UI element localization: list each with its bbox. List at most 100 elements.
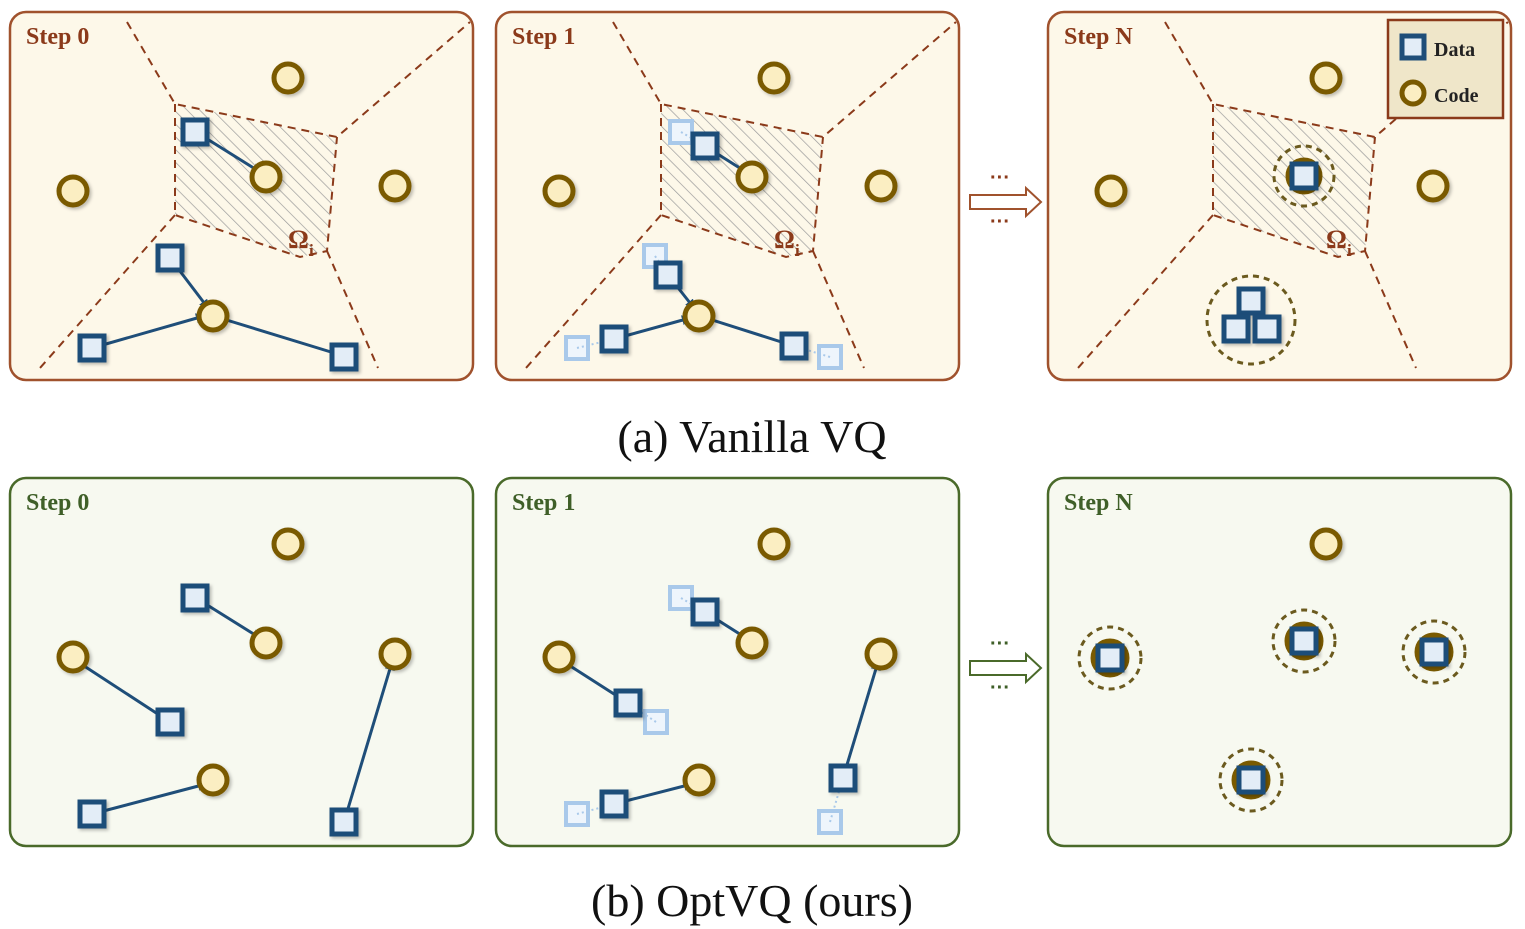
circle-code-icon <box>56 174 90 208</box>
circle-code-icon <box>542 640 576 674</box>
square-data-icon <box>779 331 809 361</box>
double-arrow-icon: ··· ··· <box>969 633 1043 699</box>
circle-code-icon <box>735 626 769 660</box>
square-data-icon <box>828 763 858 793</box>
square-data-icon <box>329 807 359 837</box>
svg-text:···: ··· <box>990 211 1010 233</box>
circle-code-icon <box>757 527 791 561</box>
svg-text:Ω: Ω <box>774 225 795 254</box>
step-label: Step N <box>1064 490 1133 516</box>
circle-code-icon <box>196 763 230 797</box>
square-data-icon <box>1419 637 1449 667</box>
circle-code-icon <box>682 763 716 797</box>
step-label: Step 1 <box>512 490 575 516</box>
svg-text:i: i <box>795 241 800 260</box>
step-label: Step 1 <box>512 24 575 50</box>
circle-code-icon <box>682 299 716 333</box>
square-data-icon <box>1252 314 1282 344</box>
double-arrow-icon: ··· ··· <box>969 167 1043 233</box>
circle-code-icon <box>1094 174 1128 208</box>
circle-code-icon <box>1416 169 1450 203</box>
optvq-stepN-panel: Step N <box>1046 476 1513 848</box>
legend-data-label: Data <box>1434 39 1475 61</box>
optvq-step0-panel: Step 0 <box>8 476 475 848</box>
vanilla-step0-panel: Step 0 Ω i <box>8 10 475 382</box>
caption-vanilla: (a) Vanilla VQ <box>617 411 886 462</box>
square-data-icon <box>599 324 629 354</box>
svg-text:···: ··· <box>990 167 1010 189</box>
code-circles <box>56 61 412 333</box>
voronoi-boundaries <box>525 21 957 369</box>
circle-code-icon <box>56 640 90 674</box>
circle-code-icon <box>757 61 791 95</box>
circle-code-icon <box>1309 61 1343 95</box>
square-data-icon <box>1095 643 1125 673</box>
svg-text:Ω: Ω <box>288 225 309 254</box>
square-data-icon <box>690 131 720 161</box>
circle-code-icon <box>378 637 412 671</box>
caption-optvq: (b) OptVQ (ours) <box>591 875 913 926</box>
square-data-icon <box>1236 765 1266 795</box>
step-label: Step 0 <box>26 490 89 516</box>
circle-code-icon <box>864 637 898 671</box>
vanilla-stepN-panel: Step N Ω i <box>1046 10 1513 382</box>
square-data-icon <box>155 707 185 737</box>
circle-code-icon <box>1309 527 1343 561</box>
circle-code-icon <box>271 61 305 95</box>
cluster-halos <box>1205 144 1336 366</box>
omega-label: Ω i <box>1326 225 1352 260</box>
square-data-icon <box>77 333 107 363</box>
voronoi-boundaries <box>1077 21 1509 369</box>
data-squares <box>77 583 359 837</box>
square-data-icon <box>155 243 185 273</box>
optvq-step1-panel: Step 1 <box>494 476 961 848</box>
legend: Data Code <box>1386 18 1505 120</box>
code-circles <box>542 61 898 333</box>
vanilla-step1-panel: Step 1 Ω i <box>494 10 961 382</box>
square-data-icon <box>653 260 683 290</box>
circle-code-icon <box>542 174 576 208</box>
voronoi-boundaries <box>39 21 471 369</box>
svg-text:Ω: Ω <box>1326 225 1347 254</box>
square-data-icon <box>329 342 359 372</box>
omega-label: Ω i <box>774 225 800 260</box>
step-label: Step N <box>1064 24 1133 50</box>
data-squares <box>1221 161 1319 344</box>
square-data-icon <box>180 583 210 613</box>
square-data-icon <box>599 789 629 819</box>
step-label: Step 0 <box>26 24 89 50</box>
square-data-icon <box>1236 286 1266 316</box>
data-squares <box>599 597 858 819</box>
svg-text:···: ··· <box>990 677 1010 699</box>
data-squares <box>1095 626 1449 795</box>
data-squares <box>599 131 809 361</box>
square-data-icon <box>613 688 643 718</box>
svg-text:···: ··· <box>990 633 1010 655</box>
legend-code-label: Code <box>1434 85 1479 107</box>
square-data-icon <box>690 597 720 627</box>
square-data-icon <box>1289 626 1319 656</box>
cluster-halos <box>1077 608 1467 813</box>
square-data-icon <box>1221 314 1251 344</box>
svg-text:i: i <box>309 241 314 260</box>
square-data-icon <box>180 117 210 147</box>
circle-code-icon <box>1399 79 1427 107</box>
code-circles <box>542 527 898 797</box>
circle-code-icon <box>249 160 283 194</box>
optvq-row: Step 0 Step <box>8 476 1513 926</box>
square-data-icon <box>1399 33 1427 61</box>
circle-code-icon <box>864 169 898 203</box>
code-circles <box>56 527 412 797</box>
omega-label: Ω i <box>288 225 314 260</box>
data-squares <box>77 117 359 372</box>
circle-code-icon <box>249 626 283 660</box>
square-data-icon <box>77 799 107 829</box>
vanilla-row: Step 0 Ω i <box>8 10 1513 462</box>
circle-code-icon <box>735 160 769 194</box>
svg-text:i: i <box>1347 241 1352 260</box>
circle-code-icon <box>378 169 412 203</box>
square-data-icon <box>1289 161 1319 191</box>
circle-code-icon <box>271 527 305 561</box>
circle-code-icon <box>196 299 230 333</box>
